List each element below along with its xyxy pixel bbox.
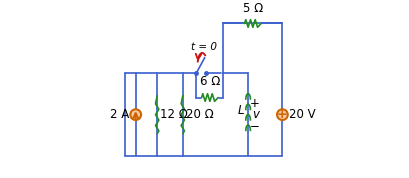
Circle shape [277, 109, 288, 120]
Text: 20 Ω: 20 Ω [186, 108, 214, 121]
Text: 6 Ω: 6 Ω [200, 75, 220, 88]
Text: 12 Ω: 12 Ω [160, 108, 189, 121]
Circle shape [130, 109, 141, 120]
Text: 2 A: 2 A [110, 108, 130, 121]
Text: t = 0: t = 0 [191, 42, 218, 52]
Text: v: v [252, 108, 259, 121]
Text: 5 Ω: 5 Ω [243, 2, 263, 15]
Text: +: + [250, 97, 260, 110]
Text: 20 V: 20 V [289, 108, 316, 121]
Text: +: + [277, 108, 288, 121]
Text: −: − [250, 120, 260, 133]
Text: L: L [237, 104, 244, 117]
